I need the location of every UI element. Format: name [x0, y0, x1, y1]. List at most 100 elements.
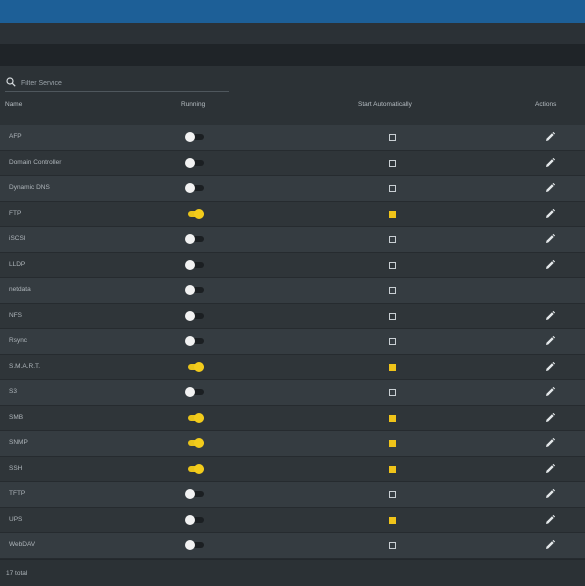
start-automatically-checkbox[interactable] — [389, 210, 396, 218]
start-automatically-checkbox[interactable] — [389, 465, 396, 473]
toggle-knob — [185, 183, 195, 193]
table-row: LLDP — [0, 252, 585, 278]
table-header: Name Running Start Automatically Actions — [0, 96, 585, 125]
running-toggle[interactable] — [185, 234, 204, 244]
table-row: FTP — [0, 201, 585, 227]
toggle-knob — [185, 336, 195, 346]
edit-pencil-icon[interactable] — [544, 233, 556, 245]
table-row: iSCSI — [0, 227, 585, 253]
filter-service-field[interactable] — [5, 76, 229, 92]
start-automatically-checkbox[interactable] — [389, 312, 396, 320]
running-toggle[interactable] — [185, 259, 204, 270]
column-header-start-automatically[interactable]: Start Automatically — [358, 101, 412, 108]
toggle-knob — [185, 259, 195, 270]
table-row: SMB — [0, 405, 585, 431]
edit-pencil-icon[interactable] — [544, 310, 556, 322]
running-toggle[interactable] — [185, 310, 204, 321]
running-toggle[interactable] — [185, 183, 204, 193]
edit-pencil-icon[interactable] — [544, 259, 556, 271]
column-header-running[interactable]: Running — [181, 101, 206, 108]
running-toggle[interactable] — [185, 514, 204, 525]
service-name: Rsync — [9, 337, 28, 344]
table-row: SNMP — [0, 431, 585, 457]
table-row: Domain Controller — [0, 150, 585, 176]
start-automatically-checkbox[interactable] — [389, 338, 396, 345]
start-automatically-checkbox[interactable] — [389, 389, 396, 396]
edit-pencil-icon[interactable] — [544, 463, 556, 475]
edit-pencil-icon[interactable] — [544, 514, 556, 526]
edit-pencil-icon[interactable] — [544, 361, 556, 373]
toggle-track — [188, 287, 204, 293]
start-automatically-checkbox[interactable] — [389, 516, 396, 524]
edit-pencil-icon[interactable] — [544, 335, 556, 347]
table-row: S3 — [0, 380, 585, 406]
running-toggle[interactable] — [185, 387, 204, 397]
page-title-strip — [0, 44, 585, 66]
start-automatically-checkbox[interactable] — [389, 236, 396, 243]
toggle-knob — [194, 361, 204, 372]
toggle-knob — [185, 132, 195, 142]
edit-pencil-icon[interactable] — [544, 386, 556, 398]
running-toggle[interactable] — [185, 285, 204, 295]
running-toggle[interactable] — [185, 438, 204, 448]
service-name: netdata — [9, 286, 31, 293]
table-row: UPS — [0, 507, 585, 533]
table-row: Rsync — [0, 329, 585, 355]
edit-pencil-icon[interactable] — [544, 131, 556, 143]
toggle-knob — [194, 463, 204, 474]
top-header-bar — [0, 0, 585, 23]
running-toggle[interactable] — [185, 489, 204, 499]
start-automatically-checkbox[interactable] — [389, 261, 396, 269]
table-row: TFTP — [0, 482, 585, 508]
service-name: S3 — [9, 388, 17, 395]
running-toggle[interactable] — [185, 463, 204, 474]
start-automatically-checkbox[interactable] — [389, 185, 396, 192]
column-header-actions: Actions — [535, 101, 557, 108]
edit-pencil-icon[interactable] — [544, 157, 556, 169]
toggle-track — [188, 338, 204, 344]
start-automatically-checkbox[interactable] — [389, 134, 396, 141]
running-toggle[interactable] — [185, 336, 204, 346]
start-automatically-checkbox[interactable] — [389, 363, 396, 371]
table-row: NFS — [0, 303, 585, 329]
service-name: TFTP — [9, 490, 26, 497]
start-automatically-checkbox[interactable] — [389, 491, 396, 498]
service-name: WebDAV — [9, 541, 36, 548]
running-toggle[interactable] — [185, 157, 204, 168]
edit-pencil-icon[interactable] — [544, 488, 556, 500]
service-name: FTP — [9, 209, 22, 217]
service-name: S.M.A.R.T. — [9, 362, 41, 370]
start-automatically-checkbox[interactable] — [389, 542, 396, 549]
edit-pencil-icon[interactable] — [544, 208, 556, 220]
service-name: AFP — [9, 133, 22, 140]
table-row: S.M.A.R.T. — [0, 354, 585, 380]
running-toggle[interactable] — [185, 540, 204, 550]
table-row: SSH — [0, 456, 585, 482]
column-header-name[interactable]: Name — [5, 101, 23, 108]
running-toggle[interactable] — [185, 412, 204, 423]
services-table-body: AFP Domain Controller Dynamic DNS FTP iSCSI L… — [0, 125, 585, 559]
edit-pencil-icon[interactable] — [544, 437, 556, 449]
filter-service-input[interactable] — [21, 76, 221, 90]
edit-pencil-icon[interactable] — [544, 182, 556, 194]
running-toggle[interactable] — [185, 132, 204, 142]
edit-pencil-icon[interactable] — [544, 412, 556, 424]
service-name: iSCSI — [9, 235, 26, 242]
start-automatically-checkbox[interactable] — [389, 414, 396, 422]
running-toggle[interactable] — [185, 361, 204, 372]
toggle-knob — [194, 208, 204, 219]
table-row: AFP — [0, 125, 585, 151]
start-automatically-checkbox[interactable] — [389, 440, 396, 447]
service-name: SNMP — [9, 439, 28, 446]
service-name: Domain Controller — [9, 158, 62, 166]
table-footer: 17 total — [0, 559, 585, 586]
start-automatically-checkbox[interactable] — [389, 287, 396, 294]
toggle-track — [188, 542, 204, 548]
edit-pencil-icon[interactable] — [544, 539, 556, 551]
table-row: WebDAV — [0, 533, 585, 559]
toggle-track — [188, 261, 204, 268]
search-icon — [6, 77, 16, 87]
table-row: netdata — [0, 278, 585, 304]
start-automatically-checkbox[interactable] — [389, 159, 396, 167]
running-toggle[interactable] — [185, 208, 204, 219]
